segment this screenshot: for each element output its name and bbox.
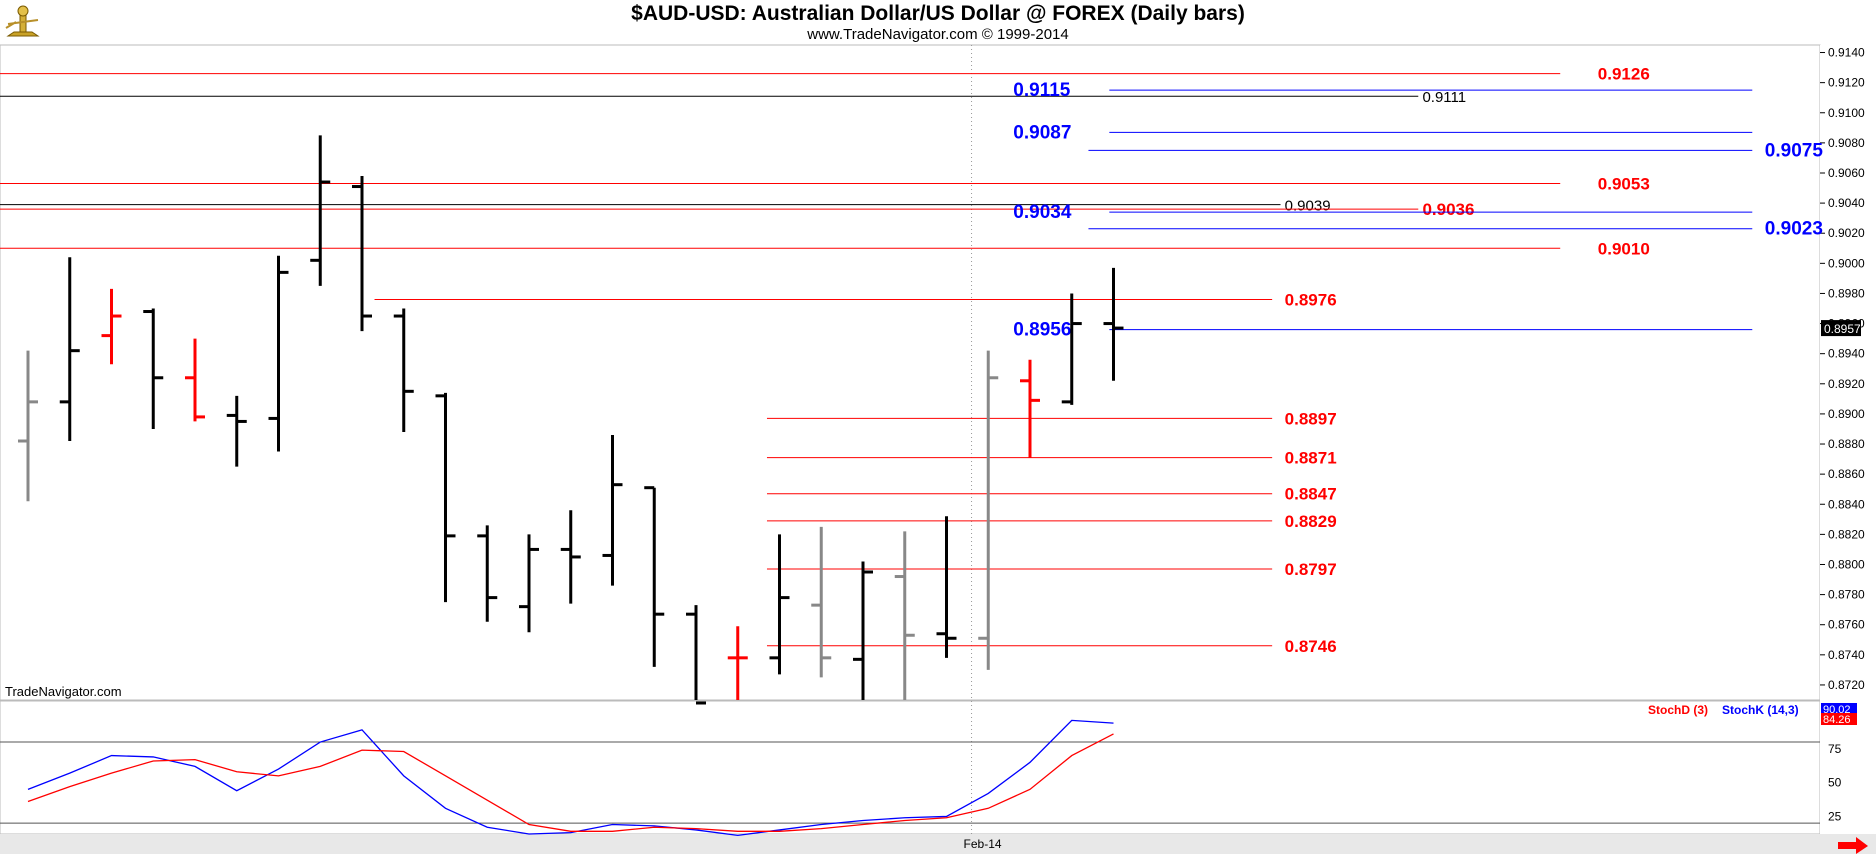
price-tick-label: 0.8920 — [1828, 377, 1865, 391]
level-label: 0.9115 — [1013, 80, 1070, 101]
level-label: 0.9034 — [1013, 202, 1072, 223]
scroll-right-arrow-icon — [1838, 837, 1868, 854]
price-pane — [0, 44, 1821, 701]
stoch-d-badge — [1821, 713, 1857, 725]
price-tick-label: 0.8940 — [1828, 347, 1865, 361]
stoch-legend-k: StochK (14,3) — [1722, 703, 1799, 717]
price-tick-label: 0.8720 — [1828, 678, 1865, 692]
level-label: 0.8871 — [1285, 449, 1337, 468]
level-label: 0.9036 — [1422, 200, 1474, 219]
price-tick-label: 0.9080 — [1828, 136, 1865, 150]
level-label: 0.8847 — [1285, 485, 1337, 504]
price-tick-label: 0.8880 — [1828, 437, 1865, 451]
level-label: 0.8797 — [1285, 560, 1337, 579]
stoch-series-d — [27, 733, 1114, 832]
stoch-series-k — [27, 719, 1114, 837]
last-price-badge — [1821, 320, 1861, 337]
level-label: 0.9053 — [1598, 175, 1650, 194]
price-tick-label: 0.9140 — [1828, 46, 1865, 60]
level-label: 0.8976 — [1285, 290, 1337, 309]
stoch-tick-label: 50 — [1828, 776, 1842, 790]
time-axis-bar — [0, 834, 1876, 854]
level-label: 0.9126 — [1598, 65, 1650, 84]
level-label: 0.8897 — [1285, 409, 1337, 428]
price-tick-label: 0.8840 — [1828, 497, 1865, 511]
chart-title: $AUD-USD: Australian Dollar/US Dollar @ … — [631, 2, 1245, 25]
price-tick-label: 0.9000 — [1828, 256, 1865, 270]
level-label: 0.9039 — [1285, 198, 1331, 215]
level-label: 0.9075 — [1765, 140, 1824, 161]
price-tick-label: 0.8900 — [1828, 407, 1865, 421]
price-tick-label: 0.8860 — [1828, 467, 1865, 481]
price-tick-label: 0.9020 — [1828, 226, 1865, 240]
level-label: 0.8746 — [1285, 637, 1337, 656]
stoch-tick-label: 25 — [1828, 809, 1842, 823]
price-tick-label: 0.8760 — [1828, 618, 1865, 632]
price-axis — [1820, 45, 1876, 834]
level-label: 0.9111 — [1422, 89, 1466, 106]
stoch-legend-d: StochD (3) — [1648, 703, 1708, 717]
price-tick-label: 0.9060 — [1828, 166, 1865, 180]
price-tick-label: 0.8800 — [1828, 557, 1865, 571]
last-price-label: 0.8957 — [1824, 322, 1861, 336]
level-label: 0.8829 — [1285, 512, 1337, 531]
stoch-tick-label: 75 — [1828, 742, 1842, 756]
level-label: 0.9023 — [1765, 219, 1823, 240]
price-tick-label: 0.9120 — [1828, 76, 1865, 90]
stoch-pane — [0, 700, 1821, 835]
watermark-text: TradeNavigator.com — [5, 684, 122, 699]
price-tick-label: 0.8980 — [1828, 286, 1865, 300]
level-label: 0.8956 — [1013, 320, 1071, 341]
stoch-d-value: 84.26 — [1823, 714, 1851, 726]
price-tick-label: 0.8780 — [1828, 588, 1865, 602]
stoch-k-badge — [1821, 703, 1857, 715]
chart-subtitle: www.TradeNavigator.com © 1999-2014 — [807, 26, 1069, 43]
price-tick-label: 0.8820 — [1828, 527, 1865, 541]
logo-icon — [2, 2, 44, 45]
level-label: 0.9087 — [1013, 122, 1071, 143]
price-tick-label: 0.8740 — [1828, 648, 1865, 662]
time-axis-label: Feb-14 — [964, 837, 1002, 851]
price-tick-label: 0.9040 — [1828, 196, 1865, 210]
price-tick-label: 0.9100 — [1828, 106, 1865, 120]
level-label: 0.9010 — [1598, 239, 1650, 258]
